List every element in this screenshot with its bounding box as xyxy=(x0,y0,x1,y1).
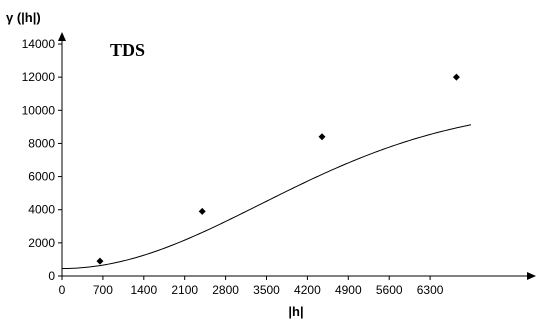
y-tick-label: 4000 xyxy=(28,203,55,217)
y-tick-label: 14000 xyxy=(22,37,56,51)
chart-title: TDS xyxy=(110,40,145,60)
x-ticks: 0 700 1400 2100 2800 3500 4200 4900 5600 6300 xyxy=(59,276,444,297)
x-tick-label: 4200 xyxy=(294,283,321,297)
axes xyxy=(58,32,536,280)
x-tick-label: 6300 xyxy=(417,283,444,297)
data-point-4 xyxy=(452,73,460,81)
x-tick-label: 4900 xyxy=(335,283,362,297)
x-tick-label: 3500 xyxy=(253,283,280,297)
x-axis-arrow-icon xyxy=(527,272,536,280)
x-axis-label: |h| xyxy=(288,304,303,319)
y-axis-label: γ (|h|) xyxy=(6,10,41,25)
y-tick-label: 8000 xyxy=(28,136,55,150)
y-axis-arrow-icon xyxy=(58,32,66,41)
x-tick-label: 700 xyxy=(93,283,113,297)
fitted-curve xyxy=(61,124,472,270)
y-tick-label: 10000 xyxy=(22,103,56,117)
y-tick-label: 6000 xyxy=(28,170,55,184)
y-tick-label: 12000 xyxy=(22,70,56,84)
x-tick-label: 2100 xyxy=(171,283,198,297)
y-ticks: 0 2000 4000 6000 8000 10000 12000 14000 xyxy=(22,37,62,283)
x-tick-label: 1400 xyxy=(130,283,157,297)
data-point-1 xyxy=(96,257,104,265)
y-tick-label: 0 xyxy=(48,269,55,283)
x-tick-label: 5600 xyxy=(376,283,403,297)
x-tick-label: 2800 xyxy=(212,283,239,297)
data-point-2 xyxy=(198,207,206,215)
data-points xyxy=(96,73,460,265)
x-tick-label: 0 xyxy=(59,283,66,297)
data-point-3 xyxy=(318,133,326,141)
y-tick-label: 2000 xyxy=(28,236,55,250)
